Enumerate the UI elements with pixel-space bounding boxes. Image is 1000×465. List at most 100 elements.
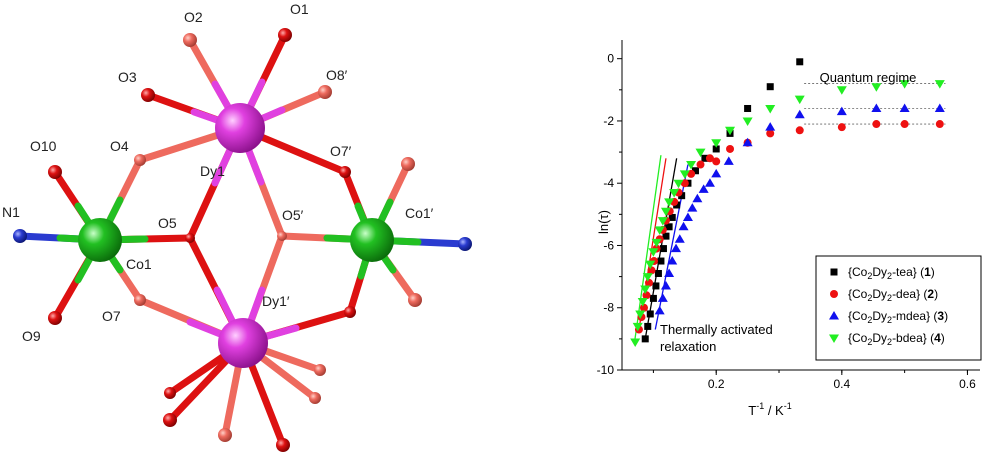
x-tick-label: 0.2 — [708, 377, 725, 391]
data-point — [654, 226, 665, 235]
nitrogen-atom — [13, 229, 27, 243]
molecular-structure: O1 O2 O3 O8′ O10 O4 Dy1 O7′ N1 O5 O5′ Co… — [2, 1, 472, 452]
data-point — [711, 139, 722, 148]
y-tick-label: 0 — [607, 52, 614, 66]
data-point — [640, 285, 651, 295]
data-point — [692, 193, 703, 203]
data-point — [651, 238, 662, 248]
fit-line — [654, 164, 689, 330]
data-point — [726, 144, 735, 153]
data-point — [679, 170, 690, 179]
cobalt-atom — [350, 218, 394, 262]
thermal-annotation-line2: relaxation — [660, 339, 716, 354]
data-point — [649, 294, 657, 302]
y-tick-label: -6 — [603, 238, 614, 252]
label-n1: N1 — [2, 204, 20, 220]
data-point — [766, 129, 775, 138]
data-point — [657, 257, 665, 265]
data-point — [871, 83, 882, 92]
data-point — [646, 310, 654, 318]
label-o8p: O8′ — [326, 67, 348, 83]
atoms — [13, 28, 472, 452]
data-point — [836, 86, 847, 95]
series-triangle-up — [654, 103, 945, 315]
label-o10: O10 — [30, 138, 57, 154]
data-point — [795, 126, 804, 135]
data-point — [674, 234, 685, 243]
data-point — [682, 212, 693, 221]
y-tick-label: -4 — [603, 176, 614, 190]
data-point — [830, 268, 838, 276]
data-point — [711, 168, 722, 178]
plateau-lines — [804, 83, 946, 125]
data-point — [691, 167, 699, 175]
data-point — [872, 120, 881, 129]
oxygen-atom — [183, 33, 197, 47]
legend-box — [815, 255, 982, 361]
oxygen-atom — [401, 157, 415, 171]
data-point — [935, 120, 944, 129]
data-point — [668, 213, 676, 221]
label-dy1p: Dy1′ — [262, 293, 290, 309]
label-o5: O5 — [158, 215, 177, 231]
data-point — [667, 256, 678, 265]
label-co1: Co1 — [126, 256, 152, 272]
data-point — [630, 338, 641, 347]
oxygen-atom — [48, 311, 62, 325]
oxygen-atom — [278, 28, 292, 42]
data-point — [654, 305, 665, 315]
data-point — [671, 243, 682, 253]
axes: 0.2 0.4 0.6 0 -2 -4 -6 -8 -10 — [597, 40, 980, 391]
oxygen-atom — [163, 413, 177, 427]
nitrogen-atom — [458, 237, 472, 251]
x-tick-label: 0.4 — [833, 377, 850, 391]
label-o4: O4 — [110, 138, 129, 154]
data-point — [705, 154, 714, 163]
cobalt-atom — [78, 218, 122, 262]
data-point — [765, 104, 776, 114]
data-point — [639, 303, 648, 312]
oxygen-atom — [344, 306, 356, 318]
data-point — [701, 154, 709, 162]
y-tick-label: -2 — [603, 114, 614, 128]
oxygen-atom — [134, 154, 146, 166]
data-point — [644, 322, 652, 330]
data-point — [645, 260, 656, 270]
oxygen-atom — [218, 428, 232, 442]
legend-entry: {Co2Dy2-bdea} (4) — [848, 331, 945, 347]
data-point — [742, 137, 753, 147]
quantum-regime-annotation: Quantum regime — [820, 70, 917, 85]
oxygen-atom — [318, 85, 332, 99]
label-dy1: Dy1 — [200, 163, 225, 179]
data-point — [829, 311, 839, 320]
oxygen-atom — [339, 166, 351, 178]
data-point — [696, 160, 705, 169]
data-point — [704, 178, 715, 187]
oxygen-atom — [164, 387, 176, 399]
relaxation-chart: 0.2 0.4 0.6 0 -2 -4 -6 -8 -10 ln(τ) T-1 / K-1 Qu… — [596, 40, 982, 418]
data-point — [766, 83, 774, 91]
label-o7p: O7′ — [330, 143, 352, 159]
data-point — [899, 80, 910, 89]
oxygen-atom — [134, 294, 146, 306]
data-point — [642, 291, 651, 300]
thermal-annotation-line1: Thermally activated — [660, 322, 773, 337]
label-o5p: O5′ — [282, 207, 304, 223]
data-point — [645, 278, 654, 287]
data-point — [871, 103, 882, 112]
data-point — [648, 248, 659, 257]
data-point — [637, 298, 648, 307]
y-tick-label: -8 — [603, 301, 614, 315]
legend-entry: {Co2Dy2-dea} (2) — [848, 287, 938, 303]
data-point — [641, 335, 649, 343]
data-point — [664, 268, 675, 277]
data-point — [662, 232, 670, 240]
y-axis-label: ln(τ) — [596, 210, 611, 234]
data-point — [837, 123, 846, 132]
data-point — [673, 201, 681, 209]
data-point — [678, 192, 686, 200]
data-point — [934, 80, 945, 89]
data-point — [669, 189, 680, 198]
data-point — [829, 334, 839, 343]
data-point — [725, 126, 736, 136]
